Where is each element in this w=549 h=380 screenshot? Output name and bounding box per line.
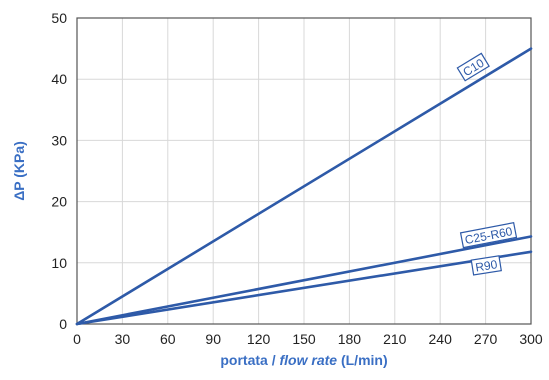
series-label-box — [456, 52, 490, 82]
y-tick-label: 30 — [51, 132, 67, 148]
x-axis-title: portata / flow rate (L/min) — [220, 352, 387, 368]
y-tick-label: 50 — [51, 10, 67, 26]
series-line-c25-r60 — [75, 235, 533, 326]
y-axis-title: ΔP (KPa) — [11, 141, 27, 201]
x-tick-label: 30 — [115, 331, 131, 347]
x-tick-label: 90 — [205, 331, 221, 347]
series-line-c10 — [75, 47, 533, 326]
y-tick-label: 40 — [51, 71, 67, 87]
series-line-r90 — [75, 250, 533, 326]
y-tick-label: 0 — [59, 316, 67, 332]
series-label-box — [470, 255, 502, 276]
x-tick-label: 60 — [160, 331, 176, 347]
x-tick-label: 270 — [474, 331, 498, 347]
series — [75, 47, 533, 326]
x-tick-label: 300 — [519, 331, 543, 347]
x-tick-label: 180 — [338, 331, 362, 347]
series-label-text: R90 — [474, 257, 498, 274]
x-axis-title-part-2: flow rate — [280, 352, 338, 368]
x-tick-label: 240 — [429, 331, 453, 347]
x-axis-title-part-3: (L/min) — [337, 352, 388, 368]
series-label-r90: R90 — [470, 255, 502, 276]
y-tick-label: 20 — [51, 194, 67, 210]
x-tick-label: 210 — [383, 331, 407, 347]
ticks: 0 30 60 90 120 150 180 210 240 270 300 0 10 20 30 40 50 — [51, 10, 542, 347]
x-tick-label: 120 — [247, 331, 271, 347]
y-tick-label: 10 — [51, 255, 67, 271]
x-tick-label: 150 — [292, 331, 316, 347]
series-label-box — [459, 221, 518, 249]
plot-frame — [76, 17, 532, 325]
x-tick-label: 0 — [73, 331, 81, 347]
x-axis-title-part-1: portata / — [220, 352, 279, 368]
